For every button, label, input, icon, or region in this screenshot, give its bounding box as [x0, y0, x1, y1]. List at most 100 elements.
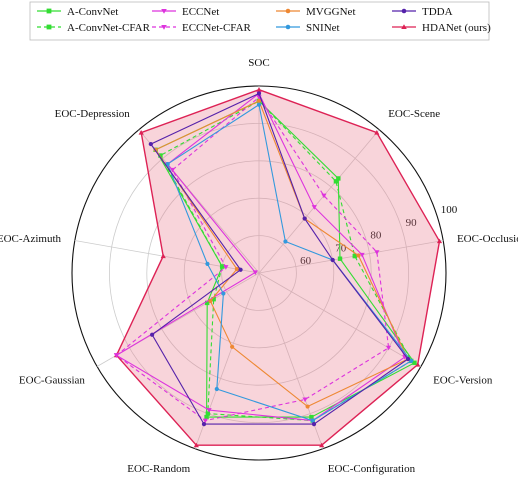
data-point — [214, 386, 219, 392]
data-point — [319, 442, 325, 448]
legend-marker — [285, 24, 291, 30]
series-line — [149, 92, 409, 425]
data-point — [302, 397, 308, 403]
data-point — [336, 176, 341, 181]
series-line — [115, 92, 406, 422]
data-point — [333, 179, 339, 184]
legend-item-eccnet-cfar: ECCNet-CFAR — [152, 22, 252, 34]
legend-marker — [46, 24, 52, 30]
data-point — [204, 414, 209, 420]
data-point — [223, 265, 229, 270]
axis-label-eoc-configuration: EOC-Configuration — [328, 463, 416, 475]
legend-item-hdanet-ours: HDANet (ours) — [392, 22, 491, 34]
series-layer — [113, 87, 443, 448]
r-tick-label: 100 — [441, 204, 458, 216]
data-point — [409, 358, 414, 363]
data-point — [309, 414, 314, 420]
data-point — [113, 353, 120, 358]
data-point — [148, 141, 153, 147]
data-point — [158, 153, 163, 158]
series-line — [115, 96, 390, 422]
data-point — [205, 411, 211, 416]
axis-labels: SOC EOC-Scene EOC-Occlusion EOC-Version EOC-… — [0, 57, 518, 475]
legend-marker — [161, 25, 167, 30]
legend-item-a-convnet-cfar: A-ConvNet-CFAR — [37, 22, 151, 34]
series-hdanet-ours — [113, 87, 443, 448]
legend-frame — [29, 1, 490, 41]
data-point — [193, 442, 199, 448]
data-point — [374, 250, 380, 255]
axis-label-eoc-version: EOC-Version — [433, 375, 493, 387]
legend-marker — [161, 9, 167, 14]
data-point — [230, 344, 235, 349]
series-eccnet-cfar — [113, 95, 392, 424]
data-point — [219, 264, 225, 269]
data-point — [169, 167, 176, 173]
legend-label: A-ConvNet — [67, 6, 118, 18]
data-point — [206, 408, 212, 413]
data-point — [436, 238, 443, 244]
spoke-line — [258, 240, 444, 274]
data-point — [330, 257, 335, 263]
axis-label-eoc-gaussian: EOC-Gaussian — [19, 375, 85, 387]
legend-item-a-convnet: A-ConvNet — [37, 6, 118, 18]
data-point — [385, 345, 392, 351]
data-point — [310, 418, 315, 423]
legend-label: MVGGNet — [306, 6, 356, 18]
data-point — [160, 253, 166, 259]
series-line — [115, 88, 441, 446]
r-tick-label: 60 — [300, 255, 312, 267]
axis-label-eoc-random: EOC-Random — [127, 463, 190, 475]
legend-marker — [401, 24, 407, 29]
data-point — [211, 296, 216, 302]
legend-label: ECCNet — [182, 6, 219, 18]
axis-label-eoc-depression: EOC-Depression — [55, 108, 131, 120]
legend-marker — [285, 8, 291, 14]
legend-item-tdda: TDDA — [392, 6, 453, 18]
legend-item-sninet: SNINet — [276, 22, 340, 34]
data-point — [205, 261, 210, 267]
data-point — [405, 356, 411, 362]
data-point — [202, 418, 208, 424]
data-point — [412, 360, 417, 365]
data-point — [221, 291, 226, 296]
radar-grid: 60 70 80 90 100 — [71, 85, 458, 461]
legend-label: HDANet (ours) — [422, 22, 491, 34]
data-point — [311, 205, 317, 210]
data-point — [252, 270, 258, 275]
r-tick-label: 80 — [370, 230, 382, 242]
axis-label-soc: SOC — [248, 57, 269, 69]
legend-label: SNINet — [306, 22, 340, 34]
data-point — [256, 87, 262, 92]
legend-label: A-ConvNet-CFAR — [67, 22, 151, 34]
data-point — [204, 300, 210, 306]
data-point — [302, 216, 307, 221]
data-point — [256, 91, 262, 96]
series-line — [154, 100, 409, 408]
legend-marker — [401, 8, 407, 14]
data-point — [256, 98, 262, 104]
data-point — [321, 193, 327, 199]
axis-label-eoc-azimuth: EOC-Azimuth — [0, 233, 62, 245]
axis-label-eoc-scene: EOC-Scene — [388, 108, 440, 120]
spoke-line — [258, 129, 380, 274]
spoke-line — [258, 272, 422, 367]
data-point — [201, 422, 207, 427]
data-point — [305, 404, 310, 409]
spoke-line — [74, 240, 260, 274]
data-point — [356, 253, 361, 258]
legend: A-ConvNet A-ConvNet-CFAR ECCNet ECCNet-CFAR… — [29, 1, 491, 41]
data-point — [283, 239, 288, 244]
legend-label: ECCNet-CFAR — [182, 22, 252, 34]
data-point — [311, 422, 317, 427]
series-tdda — [148, 91, 411, 427]
legend-item-eccnet: ECCNet — [152, 6, 219, 18]
data-point — [337, 256, 343, 261]
legend-marker — [46, 8, 52, 14]
data-point — [238, 267, 243, 272]
r-tick-label: 90 — [406, 217, 418, 229]
data-point — [415, 362, 421, 367]
data-point — [374, 130, 380, 135]
data-point — [165, 162, 170, 167]
